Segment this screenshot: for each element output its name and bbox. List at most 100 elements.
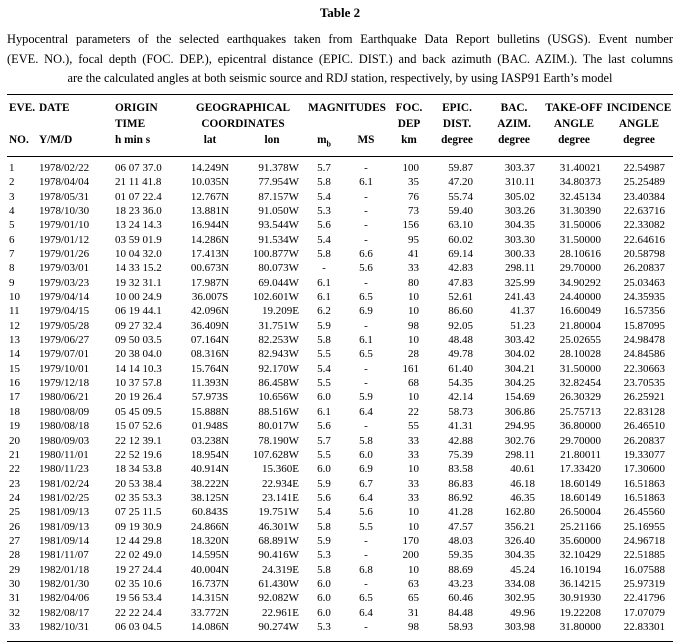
- cell-takeoff: 24.40000: [559, 291, 601, 304]
- cell-mb: 5.5: [317, 348, 331, 361]
- cell-lat: 12.767N: [190, 190, 230, 203]
- cell-lat: 36.409N: [190, 319, 230, 332]
- cell-date: 1980/09/03: [39, 434, 90, 447]
- table-row: 16 1979/12/18 10 37 57.8 11.393N 86.458W 5.5 -…: [7, 376, 673, 390]
- cell-lon: 22.934E: [262, 477, 299, 490]
- cell-lon: 80.017W: [258, 420, 299, 433]
- cell-no: 27: [9, 534, 20, 547]
- cell-no: 25: [9, 506, 20, 519]
- cell-epic: 59.35: [448, 549, 473, 562]
- cell-dep: 156: [402, 219, 420, 232]
- cell-lon: 46.301W: [258, 520, 299, 533]
- cell-date: 1979/03/23: [39, 276, 90, 289]
- cell-mb: 5.9: [317, 319, 331, 332]
- cell-incidence: 15.87095: [623, 319, 665, 332]
- cell-lat: 16.944N: [190, 219, 230, 232]
- cell-incidence: 20.58798: [623, 248, 665, 261]
- cell-takeoff: 18.60149: [559, 491, 601, 504]
- cell-bac: 356.21: [504, 520, 535, 533]
- cell-no: 29: [9, 563, 20, 576]
- cell-ms: 6.4: [359, 606, 373, 619]
- table-row: 31 1982/04/06 19 56 53.4 14.315N 92.082W 6.0 6…: [7, 591, 673, 605]
- cell-lat: 57.973S: [191, 391, 229, 404]
- cell-takeoff: 32.10429: [559, 549, 601, 562]
- cell-incidence: 25.16955: [623, 520, 665, 533]
- cell-lat: 15.764N: [190, 362, 230, 375]
- cell-lon: 91.050W: [258, 205, 299, 217]
- earthquake-parameters-table: EVE. DATE ORIGIN GEOGRAPHICAL MAGNITUDES…: [7, 95, 673, 643]
- header-hms: h min s: [107, 132, 181, 157]
- cell-bac: 303.42: [504, 334, 535, 347]
- cell-date: 1982/01/30: [39, 577, 90, 590]
- header-foc: FOC.: [395, 101, 423, 114]
- cell-incidence: 22.30663: [623, 362, 665, 375]
- cell-lat: 11.393N: [191, 377, 229, 390]
- cell-bac: 304.02: [504, 348, 535, 361]
- cell-takeoff: 35.60000: [559, 534, 601, 547]
- cell-lon: 91.378W: [258, 161, 299, 174]
- cell-bac: 241.43: [504, 291, 535, 304]
- cell-lon: 92.082W: [258, 592, 299, 605]
- cell-mb: 5.3: [305, 619, 343, 643]
- cell-no: 15: [9, 362, 20, 375]
- table-row: 18 1980/08/09 05 45 09.5 15.888N 88.516W 6.1 6…: [7, 405, 673, 419]
- header-row-3: NO. Y/M/D h min s lat lon mb MS km degre…: [7, 132, 673, 157]
- cell-incidence: 23.70535: [623, 377, 665, 390]
- cell-epic: 42.14: [448, 391, 473, 404]
- cell-lat: 00.673N: [190, 262, 230, 275]
- cell-lon: 69.044W: [258, 276, 299, 289]
- cell-epic: 75.39: [448, 448, 473, 461]
- cell-incidence: 22.64616: [623, 233, 665, 246]
- cell-bac: 310.11: [505, 176, 535, 189]
- cell-incidence: 22.83128: [623, 405, 665, 418]
- cell-date: 1979/06/27: [39, 334, 90, 347]
- cell-lon: 24.319E: [262, 563, 299, 576]
- table-row: 6 1979/01/12 03 59 01.9 14.286N 91.534W 5.4 - 9…: [7, 233, 673, 247]
- cell-ms: -: [364, 577, 368, 590]
- cell-ms: 6.9: [359, 305, 373, 318]
- cell-takeoff: 31.40021: [559, 161, 601, 174]
- table-row: 20 1980/09/03 22 12 39.1 03.238N 78.190W 5.7 5…: [7, 434, 673, 448]
- cell-dep: 31: [408, 606, 419, 619]
- cell-time: 06 07 37.0: [115, 161, 162, 174]
- cell-no: 9: [9, 276, 15, 289]
- header-ymd: Y/M/D: [33, 132, 107, 157]
- header-mb: mb: [305, 132, 343, 157]
- cell-date: 1980/11/23: [39, 463, 89, 476]
- cell-lon: 61.430W: [258, 577, 299, 590]
- cell-dep: 41: [408, 248, 419, 261]
- cell-epic: 59.87: [448, 161, 473, 174]
- cell-epic: 63.10: [448, 219, 473, 232]
- cell-incidence: 16.51863: [623, 491, 665, 504]
- cell-no: 26: [9, 520, 20, 533]
- cell-takeoff: 32.82454: [559, 377, 601, 390]
- cell-takeoff: 34.80373: [559, 176, 601, 189]
- cell-lat: 14.315N: [190, 592, 230, 605]
- cell-time: 10 37 57.8: [115, 377, 162, 390]
- cell-takeoff: 34.90292: [559, 276, 601, 289]
- table-row: 28 1981/11/07 22 02 49.0 14.595N 90.416W 5.3 -…: [7, 548, 673, 562]
- cell-takeoff: 28.10028: [559, 348, 601, 361]
- cell-dep: 98: [389, 619, 429, 643]
- cell-bac: 46.35: [510, 491, 535, 504]
- cell-date: 1979/12/18: [39, 377, 90, 390]
- table-title: Table 2: [319, 5, 361, 20]
- cell-incidence: 22.63716: [623, 205, 665, 217]
- cell-lon: 91.534W: [258, 233, 299, 246]
- cell-ms: 6.4: [359, 405, 373, 418]
- cell-date: 1981/11/07: [39, 549, 89, 562]
- cell-mb: 6.2: [317, 305, 331, 318]
- cell-epic: 69.14: [448, 248, 473, 261]
- table-row: 1 1978/02/22 06 07 37.0 14.249N 91.378W 5.7 - 1…: [7, 156, 673, 175]
- cell-no: 2: [9, 176, 15, 189]
- cell-epic: 47.20: [448, 176, 473, 189]
- cell-ms: -: [364, 319, 368, 332]
- caption-line-1: Hypocentral parameters of the selected e…: [7, 32, 673, 46]
- cell-time: 02 35 10.6: [115, 577, 162, 590]
- cell-bac: 294.95: [504, 420, 535, 433]
- table-row: 13 1979/06/27 09 50 03.5 07.164N 82.253W 5.8 6…: [7, 333, 673, 347]
- cell-time: 14 14 10.3: [115, 362, 162, 375]
- cell-time: 02 35 53.3: [115, 491, 162, 504]
- cell-date: 1982/01/18: [39, 563, 90, 576]
- table-row: 27 1981/09/14 12 44 29.8 18.320N 68.891W 5.9 -…: [7, 534, 673, 548]
